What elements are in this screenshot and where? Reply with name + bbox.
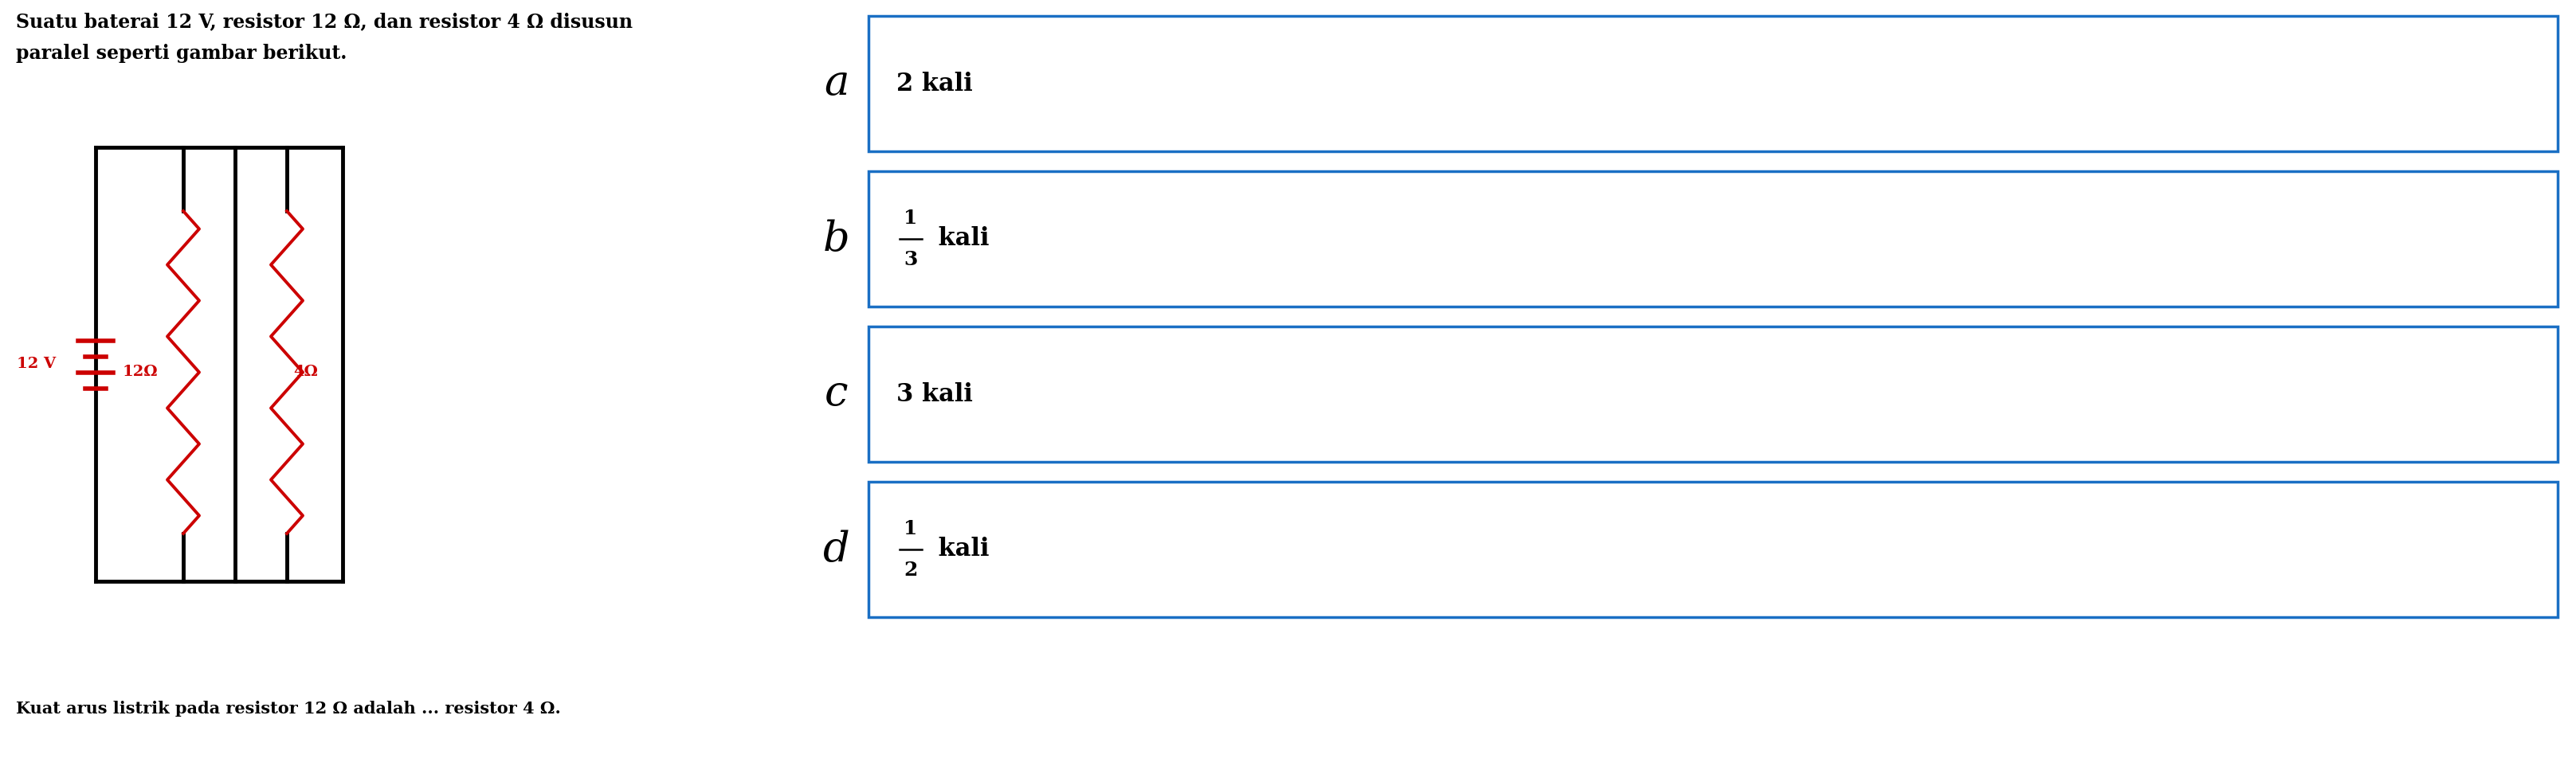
Text: paralel seperti gambar berikut.: paralel seperti gambar berikut. [15, 44, 348, 63]
Text: Suatu baterai 12 V, resistor 12 Ω, dan resistor 4 Ω disusun: Suatu baterai 12 V, resistor 12 Ω, dan r… [15, 12, 634, 31]
Text: 2 kali: 2 kali [896, 72, 974, 96]
FancyBboxPatch shape [868, 171, 2558, 306]
Text: Kuat arus listrik pada resistor 12 Ω adalah ... resistor 4 Ω.: Kuat arus listrik pada resistor 12 Ω ada… [15, 701, 562, 717]
FancyBboxPatch shape [868, 482, 2558, 617]
Text: 1: 1 [904, 519, 917, 538]
Text: 2: 2 [904, 561, 917, 580]
Text: 1: 1 [904, 209, 917, 228]
Text: 4Ω: 4Ω [294, 365, 317, 380]
Text: c: c [824, 374, 848, 414]
Text: d: d [824, 529, 850, 570]
Text: b: b [824, 219, 850, 259]
Text: a: a [824, 63, 850, 104]
Text: 3 kali: 3 kali [896, 382, 974, 407]
FancyBboxPatch shape [868, 326, 2558, 462]
FancyBboxPatch shape [868, 16, 2558, 151]
Text: kali: kali [930, 537, 989, 562]
Text: 12Ω: 12Ω [121, 365, 157, 380]
Text: 12 V: 12 V [15, 357, 57, 371]
Text: 3: 3 [904, 250, 917, 270]
Text: kali: kali [930, 226, 989, 251]
